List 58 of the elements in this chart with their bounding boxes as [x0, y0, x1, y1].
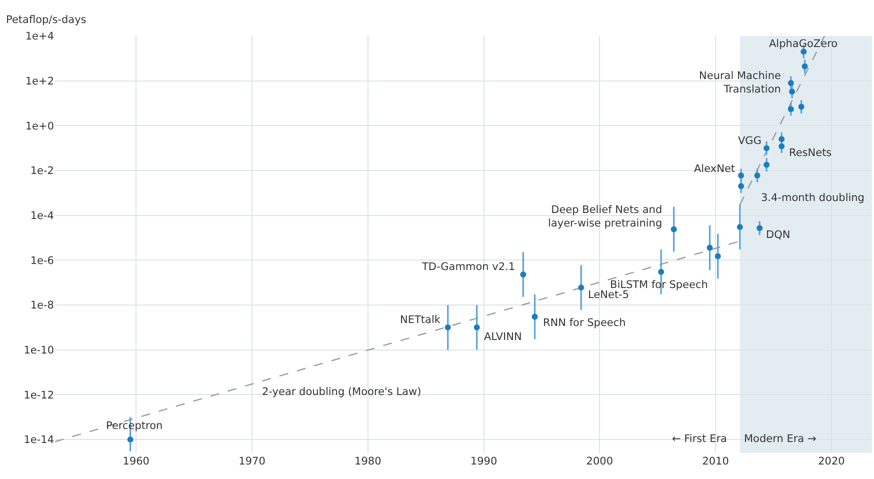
point [578, 284, 584, 291]
annotation: VGG [738, 135, 762, 147]
x-tick-label: 2000 [586, 456, 614, 468]
point [738, 183, 744, 190]
x-tick-label: 1980 [354, 456, 382, 468]
point [756, 225, 763, 232]
point [714, 253, 721, 260]
point [658, 268, 664, 275]
annotation: AlphaGoZero [769, 38, 838, 50]
point [798, 104, 804, 110]
point [706, 244, 713, 251]
annotation: Modern Era → [744, 433, 816, 445]
point [444, 324, 451, 330]
point [802, 63, 808, 70]
point [778, 143, 785, 150]
annotation: LeNet-5 [588, 289, 630, 301]
x-tick-label: 1960 [122, 456, 150, 468]
annotation: NETtalk [400, 314, 442, 326]
point [532, 314, 538, 320]
y-tick-label: 1e-12 [24, 389, 54, 402]
y-tick-label: 1e-10 [24, 344, 54, 357]
annotation: Deep Belief Nets and layer-wise pretraining [548, 204, 662, 230]
y-tick-label: 1e-6 [30, 254, 54, 267]
point [789, 88, 796, 95]
point [764, 145, 770, 152]
y-tick-label: 1e-2 [30, 165, 54, 178]
x-tick-label: 2010 [702, 456, 729, 468]
x-tick-label: 1990 [470, 456, 498, 468]
point [474, 324, 480, 330]
y-tick-label: 1e+2 [25, 76, 54, 88]
annotation: TD-Gammon v2.1 [421, 261, 516, 273]
point [127, 436, 134, 442]
annotation: ← First Era [672, 433, 727, 445]
point [736, 224, 743, 230]
annotation: DQN [766, 229, 790, 241]
point [778, 136, 785, 142]
y-tick-label: 1e-8 [30, 300, 54, 312]
point [764, 162, 770, 168]
x-tick-label: 1970 [238, 456, 266, 468]
point [754, 172, 760, 178]
annotation: ResNets [789, 147, 832, 159]
point [788, 80, 794, 86]
x-tick-label: 2020 [818, 456, 845, 468]
point [670, 226, 677, 232]
y-tick-label: 1e+0 [25, 120, 54, 132]
annotation: 3.4-month doubling [761, 192, 864, 204]
annotation: 2-year doubling (Moore's Law) [262, 386, 422, 398]
annotation: ALVINN [484, 331, 522, 343]
y-axis-title: Petaflop/s-days [6, 14, 86, 26]
annotation: Neural Machine Translation [699, 70, 781, 96]
annotation: RNN for Speech [543, 317, 626, 329]
point [520, 271, 526, 278]
y-tick-label: 1e+4 [25, 30, 54, 43]
y-tick-label: 1e-14 [24, 434, 54, 446]
point [738, 172, 744, 178]
y-tick-label: 1e-4 [30, 210, 54, 222]
annotation: AlexNet [694, 163, 736, 175]
point [788, 106, 794, 112]
